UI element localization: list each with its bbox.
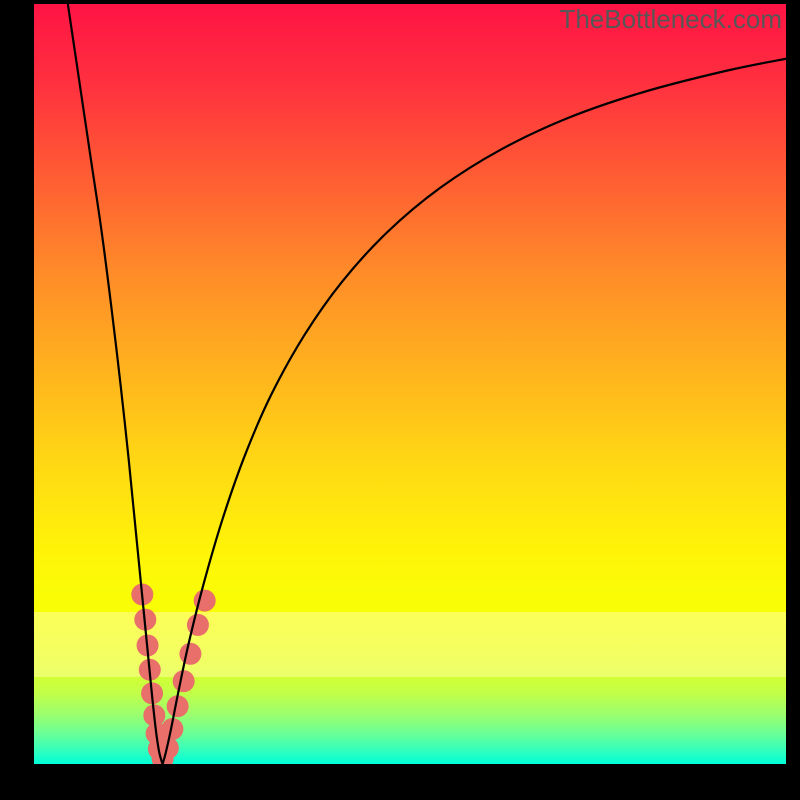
left-curve bbox=[68, 4, 163, 764]
border-bottom bbox=[0, 764, 800, 800]
watermark-text: TheBottleneck.com bbox=[559, 4, 782, 35]
border-left bbox=[0, 0, 34, 800]
data-point bbox=[179, 643, 201, 665]
plot-area bbox=[34, 4, 786, 764]
curve-layer bbox=[34, 4, 786, 764]
data-point bbox=[173, 670, 195, 692]
chart-frame: TheBottleneck.com bbox=[0, 0, 800, 800]
right-curve bbox=[163, 59, 786, 764]
border-right bbox=[786, 0, 800, 800]
